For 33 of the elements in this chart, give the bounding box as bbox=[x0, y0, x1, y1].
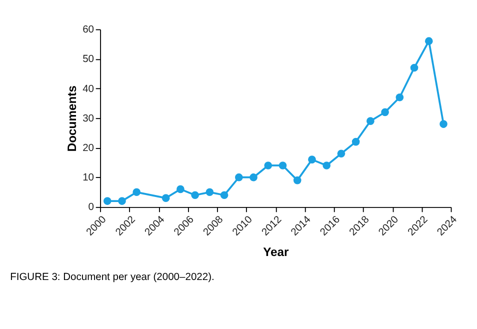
point bbox=[176, 185, 184, 194]
point bbox=[118, 197, 126, 205]
point bbox=[322, 162, 331, 170]
point bbox=[381, 108, 389, 116]
point bbox=[103, 197, 112, 205]
caption: FIGURE 3: Document per year (2000–2022). bbox=[10, 272, 214, 283]
point bbox=[293, 176, 302, 184]
point bbox=[250, 173, 258, 182]
x-axis-title: Year bbox=[263, 245, 290, 260]
point bbox=[440, 120, 448, 128]
point bbox=[366, 117, 374, 125]
y-tick-label: 40 bbox=[82, 84, 94, 95]
point bbox=[308, 156, 316, 164]
y-tick-label: 30 bbox=[82, 113, 94, 124]
point bbox=[264, 162, 272, 170]
point bbox=[162, 194, 170, 202]
point bbox=[337, 150, 346, 158]
point bbox=[234, 173, 243, 182]
point bbox=[191, 191, 199, 200]
point bbox=[220, 191, 228, 200]
point bbox=[396, 93, 404, 102]
point bbox=[352, 138, 360, 146]
point bbox=[132, 188, 141, 196]
point bbox=[278, 162, 287, 170]
y-tick-label: 20 bbox=[82, 142, 94, 154]
point bbox=[410, 64, 418, 72]
y-tick-label: 60 bbox=[82, 24, 94, 36]
y-tick-label: 50 bbox=[82, 54, 94, 66]
point bbox=[206, 188, 214, 196]
point bbox=[424, 37, 433, 45]
y-axis-title: Documents bbox=[65, 85, 80, 152]
y-tick-label: 0 bbox=[88, 202, 94, 214]
y-tick-label: 10 bbox=[82, 172, 94, 184]
